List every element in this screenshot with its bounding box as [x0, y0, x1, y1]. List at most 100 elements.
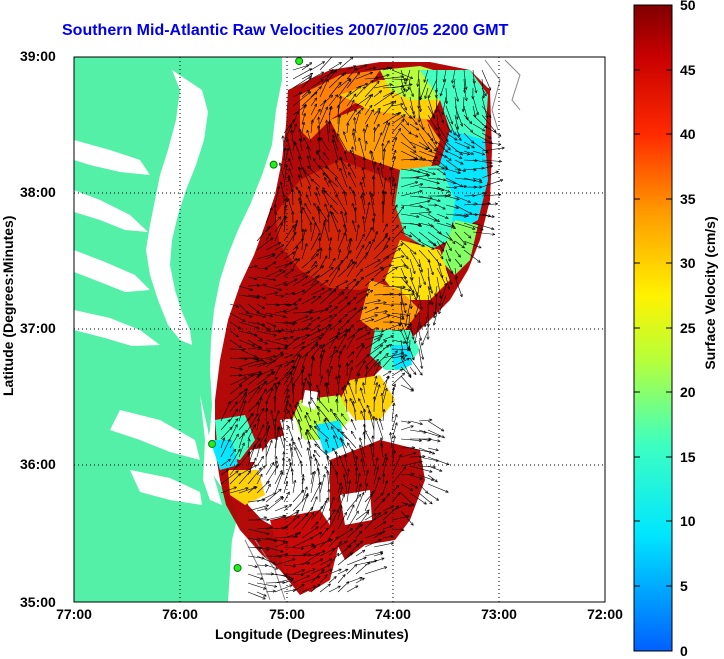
velocity-vector-head — [288, 443, 292, 447]
velocity-vector-head — [353, 117, 357, 121]
velocity-vector-head — [351, 351, 355, 355]
velocity-vector-head — [394, 422, 398, 426]
velocity-vector — [328, 247, 331, 260]
velocity-vector — [292, 104, 307, 116]
velocity-vector — [445, 114, 456, 136]
velocity-vector-head — [471, 96, 475, 100]
velocity-vector — [363, 128, 366, 143]
velocity-vector — [364, 227, 373, 242]
velocity-vector-head — [301, 289, 306, 293]
velocity-vector-head — [386, 492, 390, 497]
velocity-vector — [328, 509, 339, 530]
velocity-vector-head — [335, 285, 339, 289]
velocity-vector — [308, 440, 312, 458]
velocity-vector — [274, 360, 295, 368]
velocity-vector — [283, 573, 304, 575]
velocity-vector-head — [345, 581, 350, 585]
velocity-vector-head — [457, 168, 462, 172]
velocity-vector — [346, 480, 351, 503]
velocity-vector-head — [288, 158, 292, 162]
velocity-vector — [463, 150, 474, 155]
velocity-vector — [400, 438, 422, 442]
velocity-vector — [274, 460, 278, 476]
velocity-vector-head — [373, 127, 377, 131]
velocity-vector — [283, 225, 295, 242]
velocity-vector — [265, 564, 278, 570]
velocity-vector — [229, 330, 239, 338]
velocity-vector — [274, 211, 277, 224]
velocity-vector-head — [328, 120, 332, 124]
x-tick-label: 73:00 — [481, 606, 517, 622]
velocity-vector-head — [353, 108, 357, 113]
velocity-vector-head — [323, 152, 327, 156]
velocity-vector — [256, 276, 277, 281]
velocity-vector-head — [348, 78, 352, 83]
velocity-vector — [409, 339, 411, 352]
velocity-vector — [400, 78, 405, 91]
velocity-vector-head — [370, 278, 374, 282]
velocity-vector — [299, 138, 303, 152]
velocity-vector-head — [316, 467, 320, 471]
velocity-vector — [472, 167, 485, 170]
velocity-vector — [301, 309, 314, 314]
velocity-vector — [343, 131, 348, 143]
velocity-vector — [318, 116, 321, 134]
velocity-vector — [355, 293, 369, 305]
velocity-vector — [350, 430, 357, 440]
velocity-vector — [319, 497, 329, 512]
velocity-vector — [463, 203, 478, 206]
velocity-vector-head — [358, 444, 362, 448]
velocity-vector — [283, 321, 297, 324]
velocity-vector — [319, 266, 334, 278]
velocity-vector-head — [341, 386, 345, 391]
velocity-vector — [310, 341, 319, 350]
velocity-vector — [472, 231, 496, 235]
velocity-vector — [409, 348, 415, 361]
velocity-vector — [315, 192, 321, 206]
velocity-vector-head — [387, 122, 391, 126]
velocity-vector-head — [323, 219, 327, 223]
velocity-vector-head — [287, 175, 291, 179]
velocity-vector-head — [335, 398, 339, 403]
velocity-vector — [328, 541, 342, 557]
velocity-vector — [310, 506, 324, 521]
velocity-vector — [481, 179, 504, 188]
velocity-vector — [364, 278, 374, 287]
velocity-vector-head — [343, 384, 347, 388]
velocity-vector — [472, 192, 486, 197]
velocity-vector-head — [403, 81, 407, 85]
velocity-vector — [274, 541, 289, 548]
velocity-vector — [256, 397, 262, 413]
velocity-vector-head — [306, 429, 310, 433]
velocity-vector — [382, 350, 398, 368]
velocity-vector-head — [314, 97, 318, 101]
velocity-vector — [271, 410, 276, 431]
velocity-vector — [427, 420, 445, 432]
velocity-vector — [400, 190, 423, 197]
velocity-vector-head — [342, 493, 345, 498]
velocity-vector-head — [384, 235, 388, 239]
velocity-vector — [391, 204, 398, 215]
velocity-vector — [400, 366, 412, 377]
velocity-vector — [283, 546, 305, 549]
velocity-vector-head — [281, 457, 285, 461]
velocity-vector-head — [344, 512, 347, 516]
velocity-vector — [333, 412, 348, 431]
velocity-vector-head — [303, 137, 307, 141]
velocity-vector — [328, 329, 348, 341]
velocity-vector — [292, 91, 311, 107]
velocity-vector-head — [261, 407, 265, 412]
velocity-vector — [229, 357, 248, 360]
velocity-vector-head — [460, 123, 463, 127]
velocity-vector-head — [421, 342, 425, 346]
velocity-vector — [283, 147, 286, 161]
velocity-vector — [229, 487, 249, 494]
velocity-vector — [369, 191, 375, 215]
velocity-vector — [364, 319, 374, 323]
velocity-vector — [391, 119, 405, 134]
velocity-vector — [256, 408, 265, 422]
velocity-vector-head — [351, 99, 355, 103]
velocity-vector-head — [429, 501, 433, 505]
velocity-vector-head — [280, 497, 284, 501]
velocity-vector — [323, 222, 330, 242]
